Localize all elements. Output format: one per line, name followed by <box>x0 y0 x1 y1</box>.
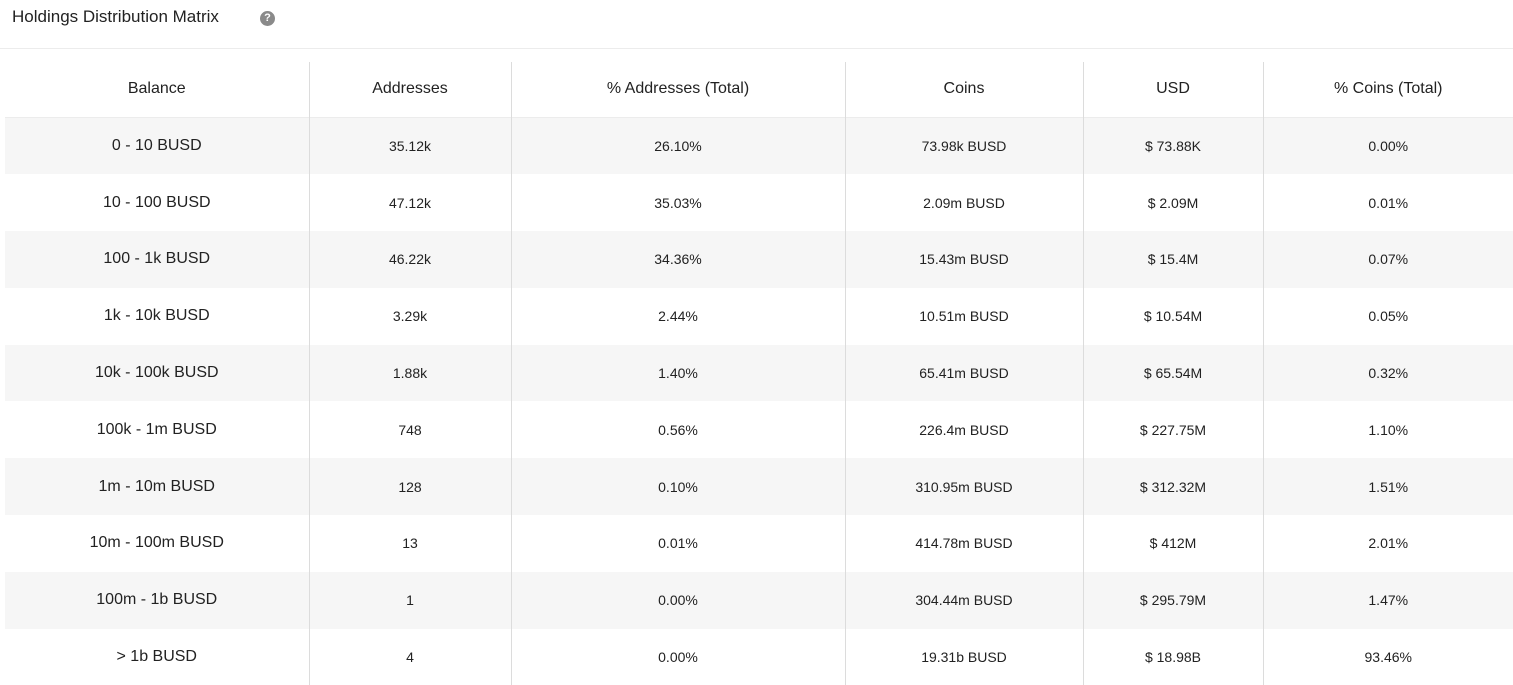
cell-coins: 15.43m BUSD <box>844 231 1083 288</box>
cell-pct-addresses: 0.01% <box>510 515 845 572</box>
cell-balance: 1k - 10k BUSD <box>5 287 309 345</box>
table-row: > 1b BUSD 4 0.00% 19.31b BUSD $ 18.98B 9… <box>5 628 1513 685</box>
cell-usd: $ 15.4M <box>1082 231 1263 288</box>
cell-balance: 100m - 1b BUSD <box>5 571 309 629</box>
column-header-pct-addresses[interactable]: % Addresses (Total) <box>510 62 845 117</box>
holdings-table-container: Balance Addresses % Addresses (Total) Co… <box>5 62 1513 685</box>
cell-balance: 100 - 1k BUSD <box>5 231 309 288</box>
table-body: 0 - 10 BUSD 35.12k 26.10% 73.98k BUSD $ … <box>5 117 1513 685</box>
cell-pct-addresses: 0.56% <box>510 401 845 459</box>
cell-usd: $ 227.75M <box>1082 401 1263 459</box>
cell-pct-coins: 1.47% <box>1262 571 1513 629</box>
cell-addresses: 1.88k <box>308 344 511 402</box>
cell-coins: 304.44m BUSD <box>844 571 1083 629</box>
cell-pct-addresses: 2.44% <box>510 287 845 345</box>
table-row: 1k - 10k BUSD 3.29k 2.44% 10.51m BUSD $ … <box>5 287 1513 345</box>
cell-usd: $ 73.88K <box>1082 117 1263 175</box>
column-header-addresses[interactable]: Addresses <box>308 62 511 117</box>
cell-addresses: 1 <box>308 571 511 629</box>
table-row: 100k - 1m BUSD 748 0.56% 226.4m BUSD $ 2… <box>5 401 1513 459</box>
table-row: 10m - 100m BUSD 13 0.01% 414.78m BUSD $ … <box>5 515 1513 572</box>
cell-usd: $ 295.79M <box>1082 571 1263 629</box>
cell-usd: $ 10.54M <box>1082 287 1263 345</box>
column-header-coins[interactable]: Coins <box>844 62 1083 117</box>
cell-coins: 2.09m BUSD <box>844 174 1083 232</box>
cell-addresses: 128 <box>308 458 511 516</box>
cell-addresses: 4 <box>308 628 511 685</box>
cell-coins: 10.51m BUSD <box>844 287 1083 345</box>
cell-pct-addresses: 34.36% <box>510 231 845 288</box>
cell-pct-addresses: 1.40% <box>510 344 845 402</box>
table-row: 10 - 100 BUSD 47.12k 35.03% 2.09m BUSD $… <box>5 174 1513 232</box>
cell-addresses: 47.12k <box>308 174 511 232</box>
cell-pct-addresses: 0.00% <box>510 628 845 685</box>
table-row: 0 - 10 BUSD 35.12k 26.10% 73.98k BUSD $ … <box>5 117 1513 175</box>
cell-pct-addresses: 35.03% <box>510 174 845 232</box>
table-row: 10k - 100k BUSD 1.88k 1.40% 65.41m BUSD … <box>5 344 1513 402</box>
cell-pct-addresses: 0.10% <box>510 458 845 516</box>
holdings-distribution-table: Balance Addresses % Addresses (Total) Co… <box>5 62 1513 685</box>
cell-balance: > 1b BUSD <box>5 628 309 685</box>
question-circle-icon[interactable]: ? <box>260 11 275 26</box>
cell-addresses: 3.29k <box>308 287 511 345</box>
cell-coins: 73.98k BUSD <box>844 117 1083 175</box>
cell-pct-coins: 0.00% <box>1262 117 1513 175</box>
cell-balance: 0 - 10 BUSD <box>5 117 309 175</box>
table-row: 100m - 1b BUSD 1 0.00% 304.44m BUSD $ 29… <box>5 571 1513 629</box>
cell-addresses: 13 <box>308 515 511 572</box>
cell-pct-coins: 0.32% <box>1262 344 1513 402</box>
cell-usd: $ 412M <box>1082 515 1263 572</box>
column-header-usd[interactable]: USD <box>1082 62 1263 117</box>
cell-balance: 1m - 10m BUSD <box>5 458 309 516</box>
cell-pct-coins: 1.51% <box>1262 458 1513 516</box>
cell-pct-coins: 1.10% <box>1262 401 1513 459</box>
cell-addresses: 46.22k <box>308 231 511 288</box>
cell-addresses: 35.12k <box>308 117 511 175</box>
cell-coins: 414.78m BUSD <box>844 515 1083 572</box>
cell-pct-addresses: 26.10% <box>510 117 845 175</box>
cell-balance: 100k - 1m BUSD <box>5 401 309 459</box>
table-row: 100 - 1k BUSD 46.22k 34.36% 15.43m BUSD … <box>5 231 1513 288</box>
cell-addresses: 748 <box>308 401 511 459</box>
cell-pct-addresses: 0.00% <box>510 571 845 629</box>
column-header-pct-coins[interactable]: % Coins (Total) <box>1262 62 1513 117</box>
column-header-balance[interactable]: Balance <box>127 80 186 98</box>
cell-coins: 310.95m BUSD <box>844 458 1083 516</box>
cell-pct-coins: 93.46% <box>1262 628 1513 685</box>
cell-coins: 65.41m BUSD <box>844 344 1083 402</box>
cell-usd: $ 18.98B <box>1082 628 1263 685</box>
cell-balance: 10k - 100k BUSD <box>5 344 309 402</box>
cell-coins: 226.4m BUSD <box>844 401 1083 459</box>
table-row: 1m - 10m BUSD 128 0.10% 310.95m BUSD $ 3… <box>5 458 1513 516</box>
table-header-row: Balance Addresses % Addresses (Total) Co… <box>5 62 1513 117</box>
panel-title: Holdings Distribution Matrix <box>12 7 219 26</box>
cell-balance: 10 - 100 BUSD <box>5 174 309 232</box>
cell-pct-coins: 0.05% <box>1262 287 1513 345</box>
cell-balance: 10m - 100m BUSD <box>5 515 309 572</box>
panel-header: Holdings Distribution Matrix ? <box>0 0 1513 49</box>
cell-usd: $ 312.32M <box>1082 458 1263 516</box>
cell-pct-coins: 0.01% <box>1262 174 1513 232</box>
cell-pct-coins: 0.07% <box>1262 231 1513 288</box>
cell-coins: 19.31b BUSD <box>844 628 1083 685</box>
cell-pct-coins: 2.01% <box>1262 515 1513 572</box>
cell-usd: $ 65.54M <box>1082 344 1263 402</box>
cell-usd: $ 2.09M <box>1082 174 1263 232</box>
